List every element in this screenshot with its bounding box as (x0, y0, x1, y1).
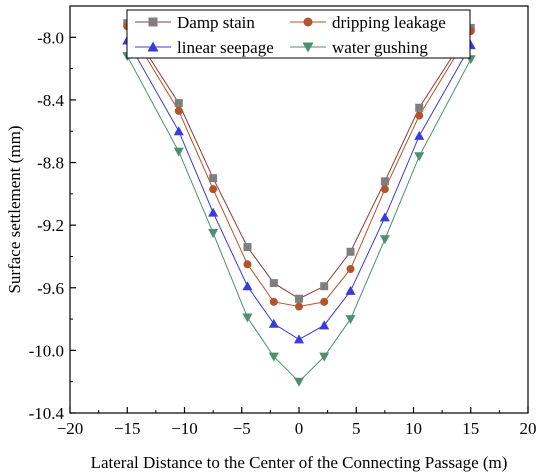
data-point (209, 185, 218, 194)
data-point (345, 285, 356, 295)
legend-label: Damp stain (177, 13, 255, 32)
data-point (243, 260, 252, 269)
data-point (173, 147, 184, 157)
plot-frame (69, 5, 529, 414)
x-tick-label: 10 (405, 419, 422, 438)
data-point (414, 130, 425, 140)
y-tick-label: -8.4 (37, 91, 64, 110)
series-markers (122, 19, 476, 387)
legend: Damp stain dripping leakage linear seepage… (126, 9, 471, 59)
y-tick-label: -9.6 (37, 279, 64, 298)
x-tick-label: −5 (233, 419, 251, 438)
data-point (380, 185, 389, 194)
data-point (242, 281, 253, 291)
data-point (173, 126, 184, 136)
data-point (345, 315, 356, 325)
legend-marker (147, 41, 159, 52)
x-tick-label: 15 (462, 419, 479, 438)
series-line (126, 40, 472, 341)
data-point (319, 352, 330, 362)
y-tick-label: -10.4 (29, 404, 65, 423)
data-point (380, 177, 389, 186)
legend-box (126, 9, 471, 59)
data-point (243, 243, 252, 252)
y-axis-label: Surface settlement (mm) (5, 125, 24, 293)
x-tick-label: −20 (57, 419, 84, 438)
data-point (174, 99, 183, 108)
axis-tick-labels: −20 −15 −10 −5 0 5 10 15 20 -8.0 -8.4 -8.8 -9.2 -9.6 -… (29, 28, 537, 438)
data-point (379, 212, 390, 222)
legend-label: linear seepage (177, 38, 274, 57)
series-line (126, 26, 472, 308)
y-tick-label: -10.0 (29, 341, 64, 360)
y-tick-label: -9.2 (37, 216, 64, 235)
y-tick-label: -8.0 (37, 28, 64, 47)
series-lines (126, 22, 472, 383)
data-point (269, 279, 278, 288)
data-point (294, 334, 304, 344)
legend-label: water gushing (332, 38, 428, 57)
data-point (414, 152, 425, 162)
legend-marker (148, 17, 158, 27)
data-point (268, 318, 279, 328)
data-point (242, 313, 253, 323)
x-tick-label: −10 (171, 419, 198, 438)
x-axis-label: Lateral Distance to the Center of the Co… (91, 453, 508, 472)
data-point (295, 294, 303, 303)
legend-marker (303, 17, 313, 27)
y-tick-label: -8.8 (37, 154, 64, 173)
data-point (174, 106, 183, 115)
axis-ticks (69, 36, 529, 414)
data-point (346, 264, 355, 273)
data-point (379, 235, 390, 245)
x-tick-label: 5 (352, 419, 361, 438)
data-point (346, 247, 355, 256)
data-point (208, 228, 219, 238)
data-point (415, 103, 424, 112)
data-point (320, 282, 329, 291)
data-point (319, 320, 330, 330)
data-point (415, 111, 424, 120)
data-point (208, 207, 219, 217)
x-tick-label: 20 (520, 419, 537, 438)
data-point (295, 302, 303, 311)
data-point (269, 297, 278, 306)
data-point (320, 297, 329, 306)
data-point (294, 377, 304, 387)
x-tick-label: 0 (295, 419, 304, 438)
data-point (268, 352, 279, 362)
legend-label: dripping leakage (332, 13, 446, 32)
data-point (209, 174, 218, 183)
x-tick-label: −15 (114, 419, 141, 438)
legend-marker (302, 42, 314, 53)
